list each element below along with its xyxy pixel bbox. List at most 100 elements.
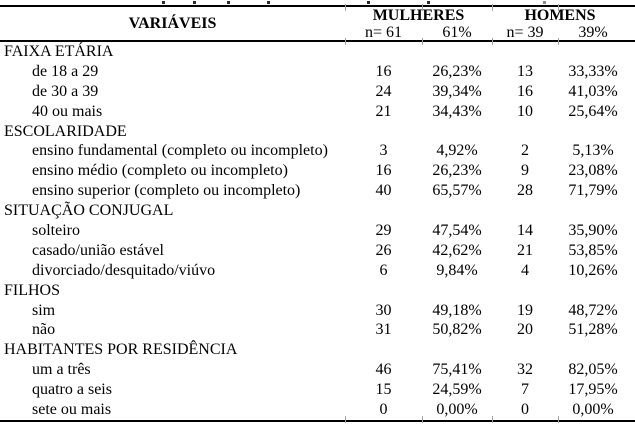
- table-bottom-rule: [0, 419, 635, 422]
- cell-value: 29: [375, 221, 392, 239]
- cell-value: 16: [375, 162, 392, 180]
- gridline-tick: [492, 4, 493, 11]
- cell-value: 82,05%: [568, 361, 618, 379]
- cell-value: 33,33%: [568, 62, 618, 80]
- row-label: casado/união estável: [32, 241, 164, 259]
- table-row: solteiro 29 47,54% 14 35,90%: [0, 221, 635, 241]
- cell-value: 26,23%: [432, 162, 482, 180]
- table-row: quatro a seis 15 24,59% 7 17,95%: [0, 380, 635, 400]
- table-row: sete ou mais 0 0,00% 0 0,00%: [0, 400, 635, 420]
- caption-remnant: [267, 1, 270, 4]
- cell-value: 49,18%: [432, 301, 482, 319]
- cell-value: 26: [375, 241, 392, 259]
- table-row: de 30 a 39 24 39,34% 16 41,03%: [0, 82, 635, 102]
- cell-value: 3: [379, 142, 388, 160]
- cell-value: 39,34%: [432, 82, 482, 100]
- section-header-row: FAIXA ETÁRIA: [0, 42, 635, 62]
- caption-remnant: [193, 1, 196, 4]
- row-label: de 18 a 29: [32, 62, 99, 80]
- section-header-row: HABITANTES POR RESIDÊNCIA: [0, 340, 635, 360]
- section-title: HABITANTES POR RESIDÊNCIA: [4, 341, 238, 359]
- gridline-tick: [558, 416, 559, 423]
- cell-value: 32: [517, 361, 533, 379]
- cell-value: 5,13%: [572, 142, 614, 160]
- column-group-mulheres: MULHERES: [372, 7, 465, 24]
- cell-value: 35,90%: [568, 221, 618, 239]
- table-body: FAIXA ETÁRIA de 18 a 29 16 26,23% 13 33,33% de…: [0, 42, 635, 420]
- section-header-row: ESCOLARIDADE: [0, 122, 635, 142]
- section-header-row: SITUAÇÃO CONJUGAL: [0, 201, 635, 221]
- cell-value: 51,28%: [568, 321, 618, 339]
- cell-value: 15: [375, 381, 392, 399]
- row-label: de 30 a 39: [32, 82, 99, 100]
- row-label: quatro a seis: [32, 381, 112, 399]
- cell-value: 0: [379, 400, 388, 418]
- section-title: FAIXA ETÁRIA: [4, 42, 114, 60]
- gridline-tick: [422, 416, 423, 423]
- gridline-tick: [492, 416, 493, 423]
- cell-value: 71,79%: [568, 182, 618, 200]
- row-label: ensino fundamental (completo ou incomple…: [32, 142, 328, 160]
- row-label: solteiro: [32, 221, 80, 239]
- cell-value: 10: [517, 102, 533, 120]
- section-title: ESCOLARIDADE: [4, 122, 127, 140]
- cell-value: 24: [375, 82, 392, 100]
- table-row: um a três 46 75,41% 32 82,05%: [0, 360, 635, 380]
- row-label: divorciado/desquitado/viúvo: [32, 261, 216, 279]
- table-row: ensino fundamental (completo ou incomple…: [0, 141, 635, 161]
- caption-remnant: [543, 1, 546, 4]
- cell-value: 9,84%: [436, 261, 478, 279]
- cell-value: 6: [379, 261, 388, 279]
- row-label: 40 ou mais: [32, 102, 103, 120]
- table-header: VARIÁVEIS MULHERES HOMENS n= 61 61% n= 3…: [0, 7, 635, 41]
- cell-value: 34,43%: [432, 102, 482, 120]
- cell-value: 0,00%: [436, 400, 478, 418]
- section-title: SITUAÇÃO CONJUGAL: [4, 202, 174, 220]
- cell-value: 30: [375, 301, 392, 319]
- cell-value: 28: [517, 182, 533, 200]
- caption-remnant: [367, 1, 370, 4]
- cell-value: 24,59%: [432, 381, 482, 399]
- table-row: divorciado/desquitado/viúvo 6 9,84% 4 10,26%: [0, 261, 635, 281]
- cell-value: 23,08%: [568, 162, 618, 180]
- cell-value: 14: [517, 221, 533, 239]
- gridline-tick: [345, 4, 346, 11]
- table-top-rule: [0, 5, 635, 7]
- row-label: sim: [32, 301, 56, 319]
- row-label: um a três: [32, 361, 91, 379]
- row-label: não: [32, 321, 56, 339]
- cell-value: 21: [517, 241, 533, 259]
- cell-value: 42,62%: [432, 241, 482, 259]
- caption-remnant: [227, 1, 230, 4]
- cell-value: 20: [517, 321, 533, 339]
- cell-value: 50,82%: [432, 321, 482, 339]
- table-row: de 18 a 29 16 26,23% 13 33,33%: [0, 62, 635, 82]
- caption-remnant: [162, 1, 165, 4]
- row-label: sete ou mais: [32, 400, 112, 418]
- cell-value: 26,23%: [432, 62, 482, 80]
- subheader-mulheres-pct: 61%: [442, 23, 472, 41]
- cell-value: 19: [517, 301, 533, 319]
- gridline-tick: [422, 4, 423, 11]
- subheader-homens-n: n= 39: [506, 23, 544, 41]
- gridline-tick: [345, 38, 346, 45]
- cell-value: 40: [375, 182, 392, 200]
- cell-value: 41,03%: [568, 82, 618, 100]
- row-label: ensino superior (completo ou incompleto): [32, 182, 301, 200]
- cell-value: 31: [375, 321, 392, 339]
- cell-value: 9: [521, 162, 529, 180]
- section-title: FILHOS: [4, 281, 61, 299]
- cell-value: 10,26%: [568, 261, 618, 279]
- table-row: ensino superior (completo ou incompleto)…: [0, 181, 635, 201]
- cell-value: 2: [521, 142, 529, 160]
- cell-value: 53,85%: [568, 241, 618, 259]
- table-row: não 31 50,82% 20 51,28%: [0, 320, 635, 340]
- table-row: sim 30 49,18% 19 48,72%: [0, 301, 635, 321]
- table-row: 40 ou mais 21 34,43% 10 25,64%: [0, 102, 635, 122]
- row-label: ensino médio (completo ou incompleto): [32, 162, 288, 180]
- column-group-homens: HOMENS: [524, 7, 596, 24]
- cell-value: 7: [521, 381, 529, 399]
- header-bottom-rule: [0, 40, 635, 42]
- cell-value: 17,95%: [568, 381, 618, 399]
